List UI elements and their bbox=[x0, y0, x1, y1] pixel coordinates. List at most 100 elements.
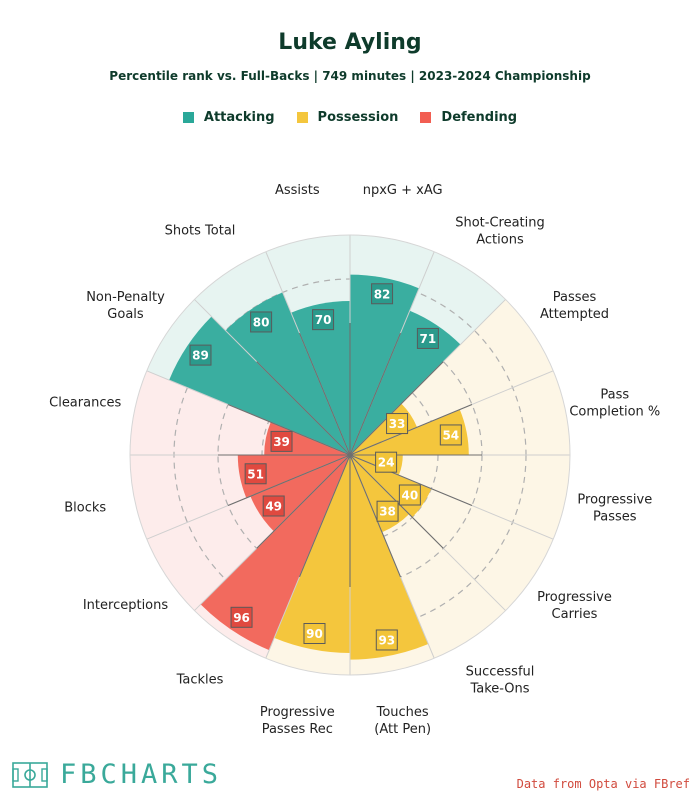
value-label: 96 bbox=[233, 611, 250, 625]
grid-spoke-dark bbox=[349, 361, 444, 456]
bar-progressive-passes-rec bbox=[274, 455, 350, 653]
value-badge-box bbox=[386, 413, 409, 435]
category-label: Blocks bbox=[64, 501, 106, 516]
value-label: 24 bbox=[378, 456, 395, 470]
value-badge-box bbox=[371, 283, 394, 305]
value-badge-box bbox=[398, 484, 421, 506]
grid-spoke-dark bbox=[349, 403, 473, 456]
category-label: Shot-Creating Actions bbox=[455, 216, 545, 248]
value-badge-box bbox=[250, 311, 273, 333]
category-label-line: Carries bbox=[552, 607, 598, 622]
category-label-line: Touches bbox=[376, 705, 429, 720]
legend-item-possession: Possession bbox=[296, 110, 399, 125]
grid-spoke-dark bbox=[227, 454, 351, 507]
grid-spoke-dark bbox=[227, 403, 351, 456]
value-badge-box bbox=[376, 500, 399, 522]
value-label: 82 bbox=[374, 287, 391, 301]
category-label-line: Blocks bbox=[64, 501, 106, 516]
value-badge: 80 bbox=[250, 311, 273, 333]
value-label: 40 bbox=[402, 489, 419, 503]
fbcharts-logo: FBCHARTS bbox=[12, 759, 222, 790]
value-label: 33 bbox=[389, 417, 406, 431]
source-credit: Data from Opta via FBref bbox=[516, 777, 690, 791]
chart-title: Luke Ayling bbox=[278, 30, 422, 55]
value-badge-box bbox=[244, 463, 267, 485]
value-badge-box bbox=[303, 623, 326, 644]
value-label: 71 bbox=[420, 332, 437, 346]
category-label-line: Progressive bbox=[260, 705, 335, 720]
value-badge: 90 bbox=[303, 623, 326, 644]
category-label-line: (Att Pen) bbox=[374, 722, 431, 737]
grid-spoke-dark bbox=[349, 454, 473, 507]
bar-npxg-xag bbox=[350, 274, 420, 455]
category-label: Progressive Carries bbox=[537, 590, 612, 622]
value-label: 70 bbox=[315, 313, 332, 327]
legend-item-defending: Defending bbox=[420, 110, 517, 125]
category-label: Successful Take-Ons bbox=[466, 665, 535, 697]
legend-swatch-possession bbox=[296, 112, 308, 123]
value-badge-box bbox=[270, 430, 293, 452]
value-badge-box bbox=[375, 451, 398, 473]
category-label-line: Interceptions bbox=[83, 598, 169, 613]
value-badge: 33 bbox=[386, 413, 409, 435]
category-label: Touches (Att Pen) bbox=[374, 705, 431, 737]
value-badge: 49 bbox=[262, 495, 285, 517]
legend: Attacking Possession Defending bbox=[0, 110, 700, 125]
value-badge: 82 bbox=[371, 283, 394, 305]
category-label-line: npxG + xAG bbox=[363, 183, 443, 198]
grid-spoke-dark bbox=[256, 361, 351, 456]
category-label: Assists bbox=[275, 183, 320, 198]
bar-assists bbox=[291, 301, 350, 455]
grid-spoke-dark bbox=[349, 332, 402, 456]
value-label: 93 bbox=[378, 633, 395, 647]
value-label: 51 bbox=[247, 467, 264, 481]
bar-non-penalty-goals bbox=[169, 316, 350, 455]
value-badge-box bbox=[416, 327, 439, 349]
value-badge-box bbox=[230, 606, 253, 628]
category-label-line: Tackles bbox=[176, 673, 224, 688]
category-label-line: Completion % bbox=[569, 404, 660, 419]
background-wedge bbox=[350, 455, 570, 540]
value-badge: 89 bbox=[189, 344, 212, 366]
category-label-line: Progressive bbox=[577, 493, 652, 508]
grid-spoke-dark bbox=[298, 332, 351, 456]
category-label-line: Assists bbox=[275, 183, 320, 198]
value-badge: 51 bbox=[244, 463, 267, 485]
grid-spoke-dark bbox=[349, 454, 402, 578]
legend-label-possession: Possession bbox=[317, 110, 399, 125]
category-label: npxG + xAG bbox=[363, 183, 443, 198]
value-badge: 39 bbox=[270, 430, 293, 452]
category-label: Progressive Passes bbox=[577, 493, 652, 525]
value-label: 38 bbox=[379, 505, 396, 519]
category-label-line: Take-Ons bbox=[469, 682, 529, 697]
grid-spoke-dark bbox=[256, 454, 351, 549]
category-label: Progressive Passes Rec bbox=[260, 705, 335, 737]
category-label-line: Attempted bbox=[540, 307, 609, 322]
legend-swatch-attacking bbox=[182, 112, 194, 123]
category-label-line: Shot-Creating bbox=[455, 216, 545, 231]
category-label: Clearances bbox=[49, 395, 121, 410]
value-badge: 24 bbox=[375, 451, 398, 473]
category-label-line: Pass bbox=[600, 387, 629, 402]
category-label-line: Non-Penalty bbox=[86, 290, 165, 305]
value-badge: 71 bbox=[416, 327, 439, 349]
category-label-line: Successful bbox=[466, 665, 535, 680]
pitch-icon bbox=[12, 761, 48, 788]
legend-item-attacking: Attacking bbox=[182, 110, 275, 125]
legend-label-attacking: Attacking bbox=[203, 110, 275, 125]
value-badge-box bbox=[189, 344, 212, 366]
category-label-line: Goals bbox=[107, 307, 144, 322]
value-badge-box bbox=[375, 629, 398, 651]
bar-touches-att-pen- bbox=[350, 455, 429, 660]
value-badge: 96 bbox=[230, 606, 253, 628]
value-badge-box bbox=[262, 495, 285, 517]
value-badge-box bbox=[312, 309, 335, 331]
category-label-line: Passes bbox=[593, 510, 637, 525]
legend-swatch-defending bbox=[420, 112, 432, 123]
value-badge: 38 bbox=[376, 500, 399, 522]
bar-tackles bbox=[200, 455, 350, 651]
category-label-line: Actions bbox=[476, 233, 524, 248]
category-label-line: Clearances bbox=[49, 395, 121, 410]
value-label: 89 bbox=[192, 349, 209, 363]
